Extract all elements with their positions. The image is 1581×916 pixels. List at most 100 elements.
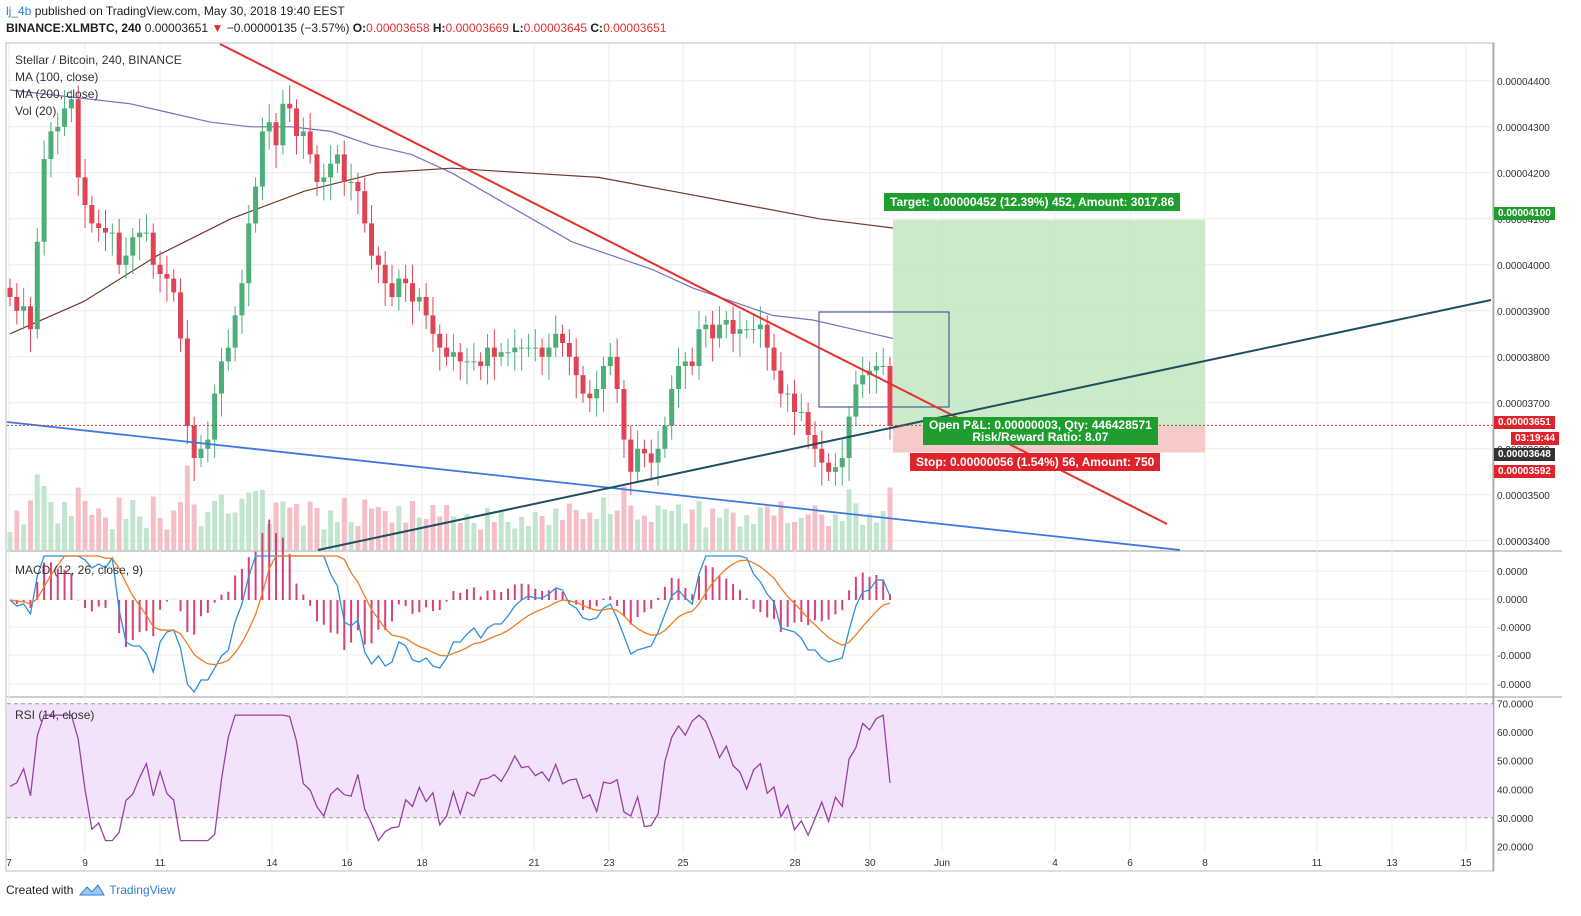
candle-body <box>294 108 300 136</box>
volume-bar <box>505 522 511 550</box>
volume-bar <box>464 514 470 550</box>
candle-body <box>826 462 832 472</box>
macd-line <box>9 555 891 694</box>
candle-body <box>580 375 586 394</box>
candle-body <box>812 435 818 449</box>
volume-bar <box>614 510 620 550</box>
candle-body <box>491 347 497 357</box>
stop-label[interactable]: Stop: 0.00000056 (1.54%) 56, Amount: 750 <box>910 453 1161 471</box>
macd-tick-label: 0.0000 <box>1497 567 1528 578</box>
volume-bar <box>764 506 770 550</box>
candle-body <box>21 306 27 311</box>
candle-body <box>164 274 170 279</box>
macd-tick-label: 0.0000 <box>1497 595 1528 606</box>
candle-body <box>628 439 634 472</box>
candle-body <box>566 343 572 357</box>
volume-bar <box>41 486 47 550</box>
x-tick-label: 9 <box>82 858 88 869</box>
rsi-legend[interactable]: RSI (14, close) <box>15 708 95 722</box>
candle-body <box>171 278 177 293</box>
open-pnl-label: Open P&L: 0.00000003, Qty: 446428571 <box>929 418 1152 432</box>
x-tick-label: 28 <box>789 858 801 869</box>
volume-bar <box>341 498 347 550</box>
volume-bar <box>669 511 675 550</box>
candle-body <box>403 278 409 284</box>
volume-bar <box>198 526 204 550</box>
candle-body <box>485 347 491 366</box>
candle-body <box>348 182 354 183</box>
support-line <box>6 421 1181 551</box>
volume-bar <box>703 527 709 550</box>
x-tick-label: Jun <box>934 858 950 869</box>
volume-bar <box>771 515 777 550</box>
candle-body <box>607 356 613 366</box>
symbol-label: BINANCE:XLMBTC, 240 <box>6 21 142 35</box>
candle-body <box>266 122 272 132</box>
volume-legend[interactable]: Vol (20) <box>15 104 57 118</box>
volume-bar <box>430 505 436 550</box>
ma200-legend[interactable]: MA (200, close) <box>15 87 99 101</box>
volume-bar <box>860 525 866 550</box>
volume-bar <box>826 526 832 550</box>
volume-bar <box>130 500 136 550</box>
candle-body <box>778 370 784 394</box>
volume-bar <box>880 511 886 550</box>
chart-title: Stellar / Bitcoin, 240, BINANCE <box>15 53 182 67</box>
candle-body <box>880 366 886 367</box>
volume-bar <box>778 501 784 550</box>
volume-bar <box>560 520 566 550</box>
candle-body <box>873 366 879 371</box>
candle-body <box>546 347 552 357</box>
candle-body <box>785 393 791 395</box>
volume-bar <box>382 511 388 550</box>
volume-bar <box>307 501 313 550</box>
candle-body <box>437 333 443 348</box>
x-tick-label: 14 <box>266 858 278 869</box>
candle-body <box>34 241 40 330</box>
volume-bar <box>573 510 579 550</box>
candle-body <box>130 237 136 256</box>
candle-body <box>505 352 511 354</box>
volume-bar <box>273 502 279 550</box>
candle-body <box>710 324 716 339</box>
volume-bar <box>641 515 647 550</box>
candle-body <box>287 103 293 109</box>
volume-bar <box>375 507 381 550</box>
candle-body <box>716 324 722 339</box>
ma100-legend[interactable]: MA (100, close) <box>15 70 99 84</box>
author-link[interactable]: lj_4b <box>6 4 32 18</box>
volume-bar <box>34 474 40 550</box>
open-pnl-box[interactable]: Open P&L: 0.00000003, Qty: 446428571 Ris… <box>923 417 1158 445</box>
macd-legend[interactable]: MACD (12, 26, close, 9) <box>15 563 144 577</box>
candle-body <box>259 131 265 187</box>
volume-bar <box>437 516 443 550</box>
candle-body <box>737 329 743 334</box>
volume-bar <box>246 492 252 550</box>
candle-body <box>553 333 559 348</box>
volume-bar <box>867 513 873 550</box>
price-tick-label: 0.00003500 <box>1497 491 1550 502</box>
volume-bar <box>7 532 13 550</box>
target-label[interactable]: Target: 0.00000452 (12.39%) 452, Amount:… <box>884 193 1181 211</box>
volume-bar <box>621 486 627 550</box>
candle-body <box>82 177 88 205</box>
volume-bar <box>635 519 641 550</box>
tradingview-brand[interactable]: TradingView <box>79 883 175 897</box>
candle-body <box>594 389 600 399</box>
candle-body <box>600 366 606 389</box>
last-price-tag: 0.00003651 <box>1494 416 1555 429</box>
price-tick-label: 0.00003400 <box>1497 537 1550 548</box>
volume-bar <box>239 498 245 550</box>
price-tick-label: 0.00003700 <box>1497 399 1550 410</box>
price-tick-label: 0.00004400 <box>1497 77 1550 88</box>
candle-body <box>587 393 593 399</box>
volume-bar <box>27 500 33 550</box>
volume-bar <box>478 529 484 550</box>
volume-bar <box>485 508 491 550</box>
macd-tick-label: -0.0000 <box>1497 651 1531 662</box>
x-tick-label: 7 <box>6 858 12 869</box>
volume-bar <box>450 516 456 550</box>
candle-body <box>669 389 675 426</box>
candle-body <box>116 232 122 265</box>
